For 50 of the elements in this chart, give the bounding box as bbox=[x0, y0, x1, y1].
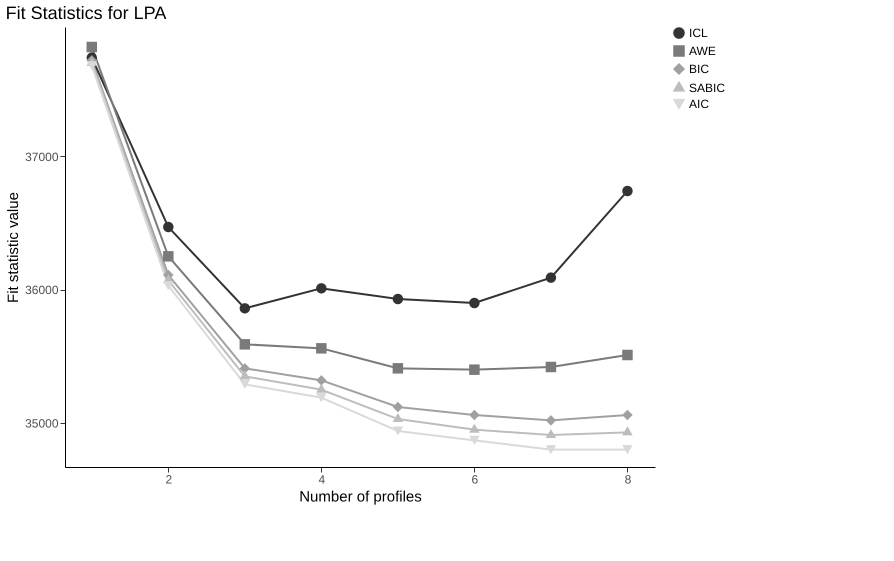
point bbox=[316, 283, 327, 294]
point bbox=[469, 298, 480, 308]
point bbox=[316, 375, 327, 386]
point bbox=[546, 272, 556, 283]
point bbox=[546, 415, 556, 426]
y-tick-label: 37000 bbox=[25, 150, 59, 164]
legend-label: BIC bbox=[689, 62, 710, 76]
x-tick-label: 8 bbox=[624, 472, 632, 486]
point bbox=[392, 426, 404, 436]
point bbox=[622, 426, 633, 436]
y-tick-label: 36000 bbox=[25, 283, 59, 298]
point bbox=[622, 410, 633, 420]
point bbox=[622, 186, 633, 196]
legend-label: SABIC bbox=[689, 81, 726, 95]
chart-title: Fit Statistics for LPA bbox=[6, 3, 166, 23]
legend-label: ICL bbox=[689, 26, 708, 40]
point bbox=[469, 364, 480, 375]
point bbox=[392, 363, 404, 374]
point bbox=[622, 445, 633, 454]
point bbox=[163, 251, 174, 262]
point bbox=[316, 384, 327, 393]
legend-label: AWE bbox=[689, 44, 716, 58]
point bbox=[469, 410, 480, 420]
y-tick-label: 35000 bbox=[25, 416, 59, 430]
x-tick-label: 2 bbox=[165, 472, 172, 486]
point bbox=[163, 222, 174, 232]
point bbox=[546, 445, 556, 454]
point bbox=[163, 281, 174, 290]
legend-label: AIC bbox=[689, 97, 710, 111]
point bbox=[469, 424, 480, 433]
point bbox=[392, 402, 404, 412]
point bbox=[316, 393, 327, 402]
point bbox=[86, 61, 98, 70]
x-tick-label: 4 bbox=[318, 472, 326, 486]
point bbox=[240, 363, 250, 374]
point bbox=[469, 436, 480, 445]
point bbox=[240, 380, 250, 389]
point bbox=[546, 428, 556, 438]
x-axis-title: Number of profiles bbox=[299, 488, 422, 506]
point bbox=[316, 343, 327, 354]
point bbox=[622, 350, 633, 360]
x-tick-label: 6 bbox=[472, 472, 479, 486]
point bbox=[240, 303, 250, 314]
point bbox=[86, 42, 98, 52]
point bbox=[392, 412, 404, 422]
y-axis-title: Fit statistic value bbox=[5, 192, 22, 303]
point bbox=[546, 362, 556, 372]
point bbox=[240, 370, 250, 380]
point bbox=[392, 294, 404, 304]
point bbox=[240, 339, 250, 350]
